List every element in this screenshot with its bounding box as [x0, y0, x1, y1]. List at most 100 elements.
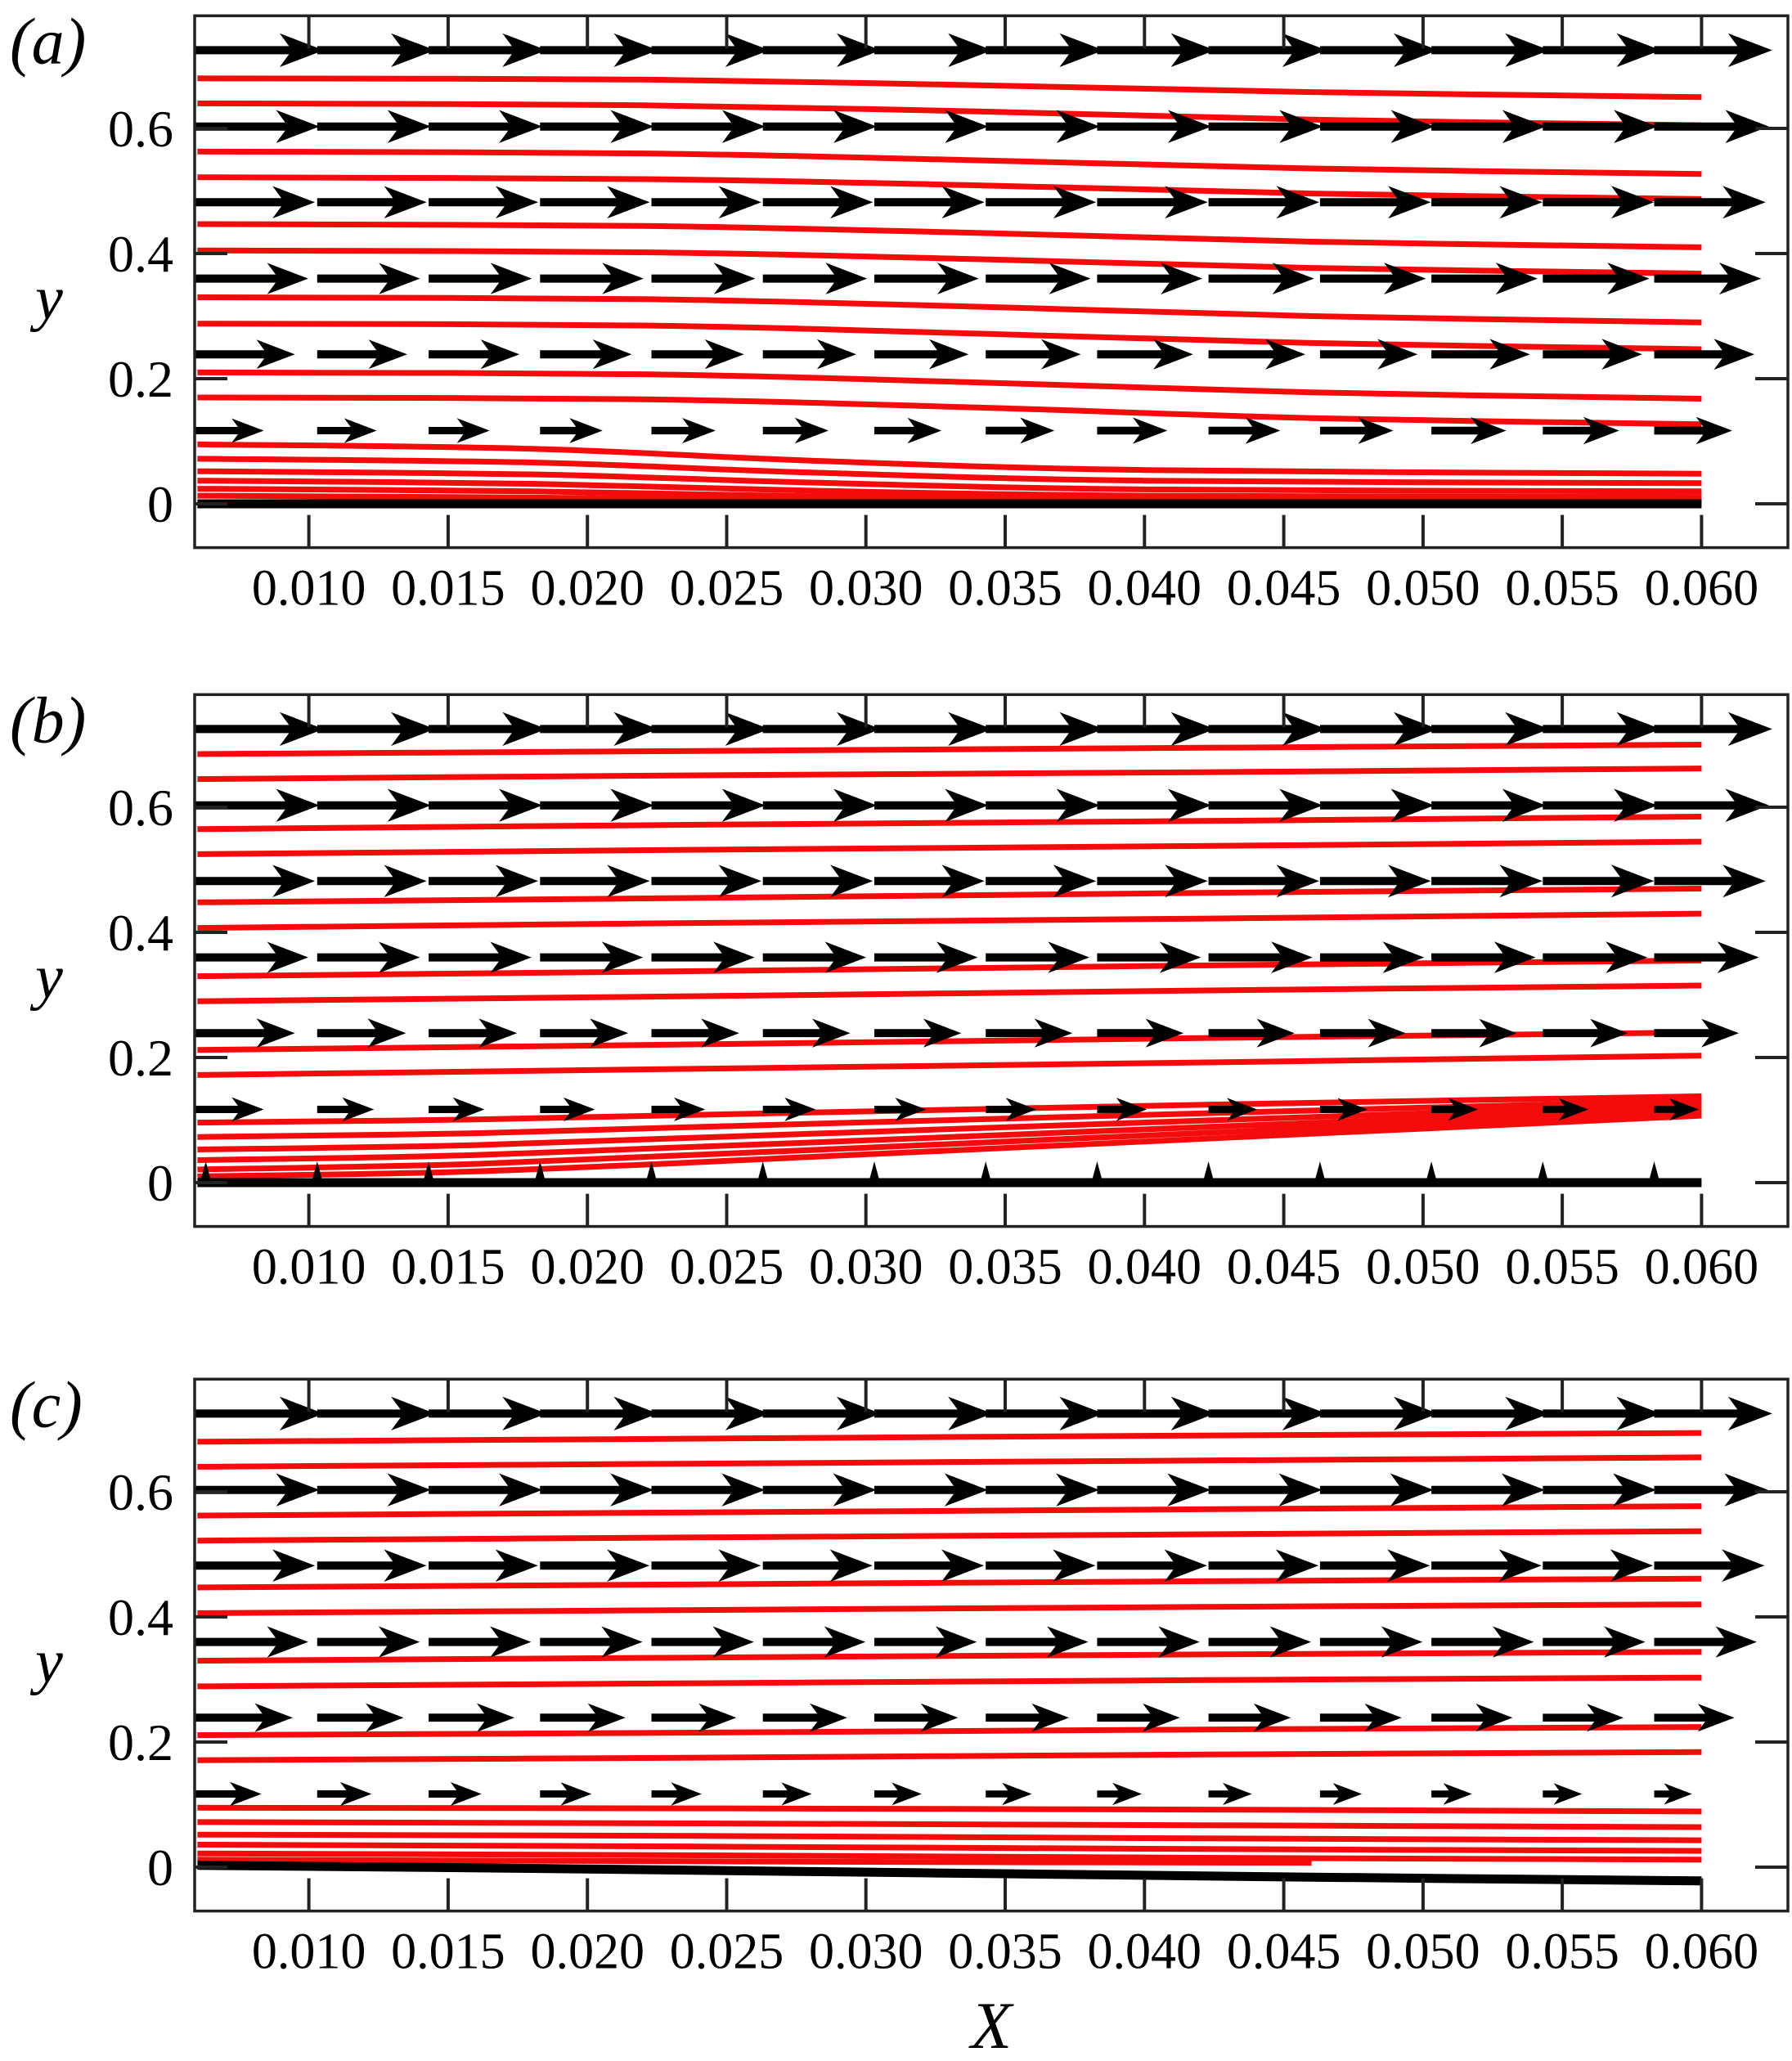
vector-arrowhead-icon — [824, 941, 867, 973]
vector-arrowhead-icon — [490, 263, 532, 294]
vector-arrowhead-icon — [231, 418, 264, 443]
vector-arrowhead-icon — [496, 186, 538, 218]
x-tick-label: 0.015 — [391, 1924, 505, 1980]
vector-arrowhead-icon — [1056, 1473, 1100, 1506]
vector-arrowhead-icon — [674, 1097, 706, 1121]
vector-arrowhead-icon — [1448, 1098, 1479, 1121]
vector-arrowhead-icon — [1610, 1549, 1654, 1583]
vector-arrowhead-icon — [1337, 1098, 1368, 1121]
vector-arrowhead-icon — [1614, 110, 1658, 143]
vector-arrowhead-icon — [1227, 1098, 1258, 1121]
vector-arrowhead-icon — [279, 33, 324, 67]
x-tick-label: 0.040 — [1088, 1240, 1202, 1295]
vector-arrowhead-icon — [1059, 1396, 1104, 1430]
vector-arrowhead-icon — [1382, 941, 1425, 973]
vector-arrowhead-icon — [944, 1473, 988, 1506]
y-tick-label: 0.2 — [108, 1713, 173, 1771]
x-tick-label: 0.045 — [1227, 1924, 1341, 1980]
vector-arrowhead-icon — [1725, 110, 1769, 143]
vector-arrowhead-icon — [721, 110, 766, 143]
vector-arrowhead-icon — [837, 1396, 882, 1430]
vector-arrowhead-icon — [1604, 1626, 1646, 1658]
vector-arrowhead-icon — [682, 418, 716, 443]
vector-arrowhead-icon — [1390, 788, 1435, 822]
blowing-arrow-icon — [869, 1161, 880, 1183]
vector-arrowhead-icon — [1505, 33, 1550, 67]
vector-arrowhead-icon — [387, 110, 431, 143]
blowing-arrow-icon — [1537, 1161, 1549, 1183]
panel-c-ticks — [195, 1379, 1788, 1911]
axes-box — [193, 693, 1790, 1228]
vector-arrowhead-icon — [833, 1473, 877, 1506]
streamline — [197, 1454, 1702, 1470]
vector-arrowhead-icon — [496, 864, 538, 897]
vector-arrowhead-icon — [1610, 864, 1655, 898]
vector-arrowhead-icon — [948, 1396, 993, 1430]
vector-arrowhead-icon — [1553, 1783, 1583, 1805]
vector-arrowhead-icon — [1272, 263, 1314, 294]
vector-arrowhead-icon — [1053, 864, 1097, 898]
streamline — [197, 886, 1702, 905]
vector-arrowhead-icon — [701, 1018, 739, 1048]
y-axis-label: y — [29, 1628, 63, 1696]
vector-arrowhead-icon — [704, 339, 744, 370]
vector-arrowhead-icon — [833, 788, 878, 822]
x-tick-label: 0.050 — [1366, 1924, 1480, 1980]
vector-arrowhead-icon — [1390, 110, 1435, 143]
vector-arrowhead-icon — [1170, 1396, 1215, 1430]
vector-arrowhead-icon — [368, 339, 407, 370]
vector-arrowhead-icon — [1034, 1018, 1073, 1048]
vector-arrowhead-icon — [1502, 1473, 1545, 1506]
x-tick-label: 0.055 — [1505, 1240, 1619, 1295]
vector-arrowhead-icon — [830, 186, 874, 219]
vector-arrowhead-icon — [1388, 864, 1431, 898]
vector-arrowhead-icon — [1387, 1549, 1430, 1583]
streamline — [197, 1109, 1702, 1173]
streamline — [197, 1857, 1312, 1866]
vector-arrowhead-icon — [480, 339, 520, 370]
vector-arrowhead-icon — [1168, 788, 1212, 822]
panel-b-streamlines — [197, 742, 1702, 1179]
panel-a-streamlines — [197, 75, 1702, 505]
x-tick-label: 0.030 — [809, 561, 923, 617]
vector-arrowhead-icon — [502, 1396, 547, 1430]
vector-arrowhead-icon — [1265, 339, 1305, 370]
vector-arrowhead-icon — [1717, 941, 1759, 973]
vector-arrowhead-icon — [1590, 1018, 1628, 1048]
vector-arrowhead-icon — [1256, 1018, 1295, 1048]
vector-arrowhead-icon — [1167, 1473, 1211, 1506]
vector-arrowhead-icon — [1505, 712, 1550, 746]
y-tick-label: 0 — [147, 475, 173, 533]
vector-arrowhead-icon — [563, 1097, 595, 1122]
vector-arrowhead-icon — [569, 418, 603, 443]
streamline — [197, 456, 1702, 487]
vector-arrowhead-icon — [384, 1549, 427, 1582]
vector-arrowhead-icon — [948, 712, 993, 746]
vector-arrowhead-icon — [837, 712, 882, 746]
vector-arrowhead-icon — [718, 186, 761, 219]
vector-arrowhead-icon — [929, 339, 969, 370]
vector-arrowhead-icon — [1158, 1626, 1200, 1658]
x-tick-label: 0.050 — [1366, 1240, 1480, 1295]
vector-arrowhead-icon — [1614, 788, 1658, 822]
vector-arrowhead-icon — [1282, 1396, 1327, 1430]
vector-arrowhead-icon — [1715, 1626, 1757, 1658]
streamline — [197, 247, 1702, 276]
vector-arrowhead-icon — [1498, 1549, 1542, 1583]
vector-arrowhead-icon — [718, 864, 761, 898]
vector-arrowhead-icon — [499, 1473, 542, 1506]
vector-arrowhead-icon — [895, 1098, 927, 1121]
vector-arrowhead-icon — [1059, 712, 1104, 746]
vector-arrowhead-icon — [1697, 1704, 1735, 1732]
streamline — [197, 814, 1702, 833]
x-tick-label: 0.025 — [670, 1240, 784, 1295]
vector-arrowhead-icon — [1479, 1018, 1517, 1048]
vector-arrowhead-icon — [1606, 941, 1648, 973]
panel-b-ticks — [195, 694, 1788, 1227]
vector-arrowhead-icon — [1002, 1782, 1032, 1806]
vector-arrowhead-icon — [830, 864, 874, 898]
vector-arrowhead-icon — [378, 1626, 420, 1658]
vector-arrowhead-icon — [712, 1626, 754, 1658]
vector-arrowhead-icon — [339, 1781, 372, 1807]
streamline — [197, 1112, 1702, 1179]
